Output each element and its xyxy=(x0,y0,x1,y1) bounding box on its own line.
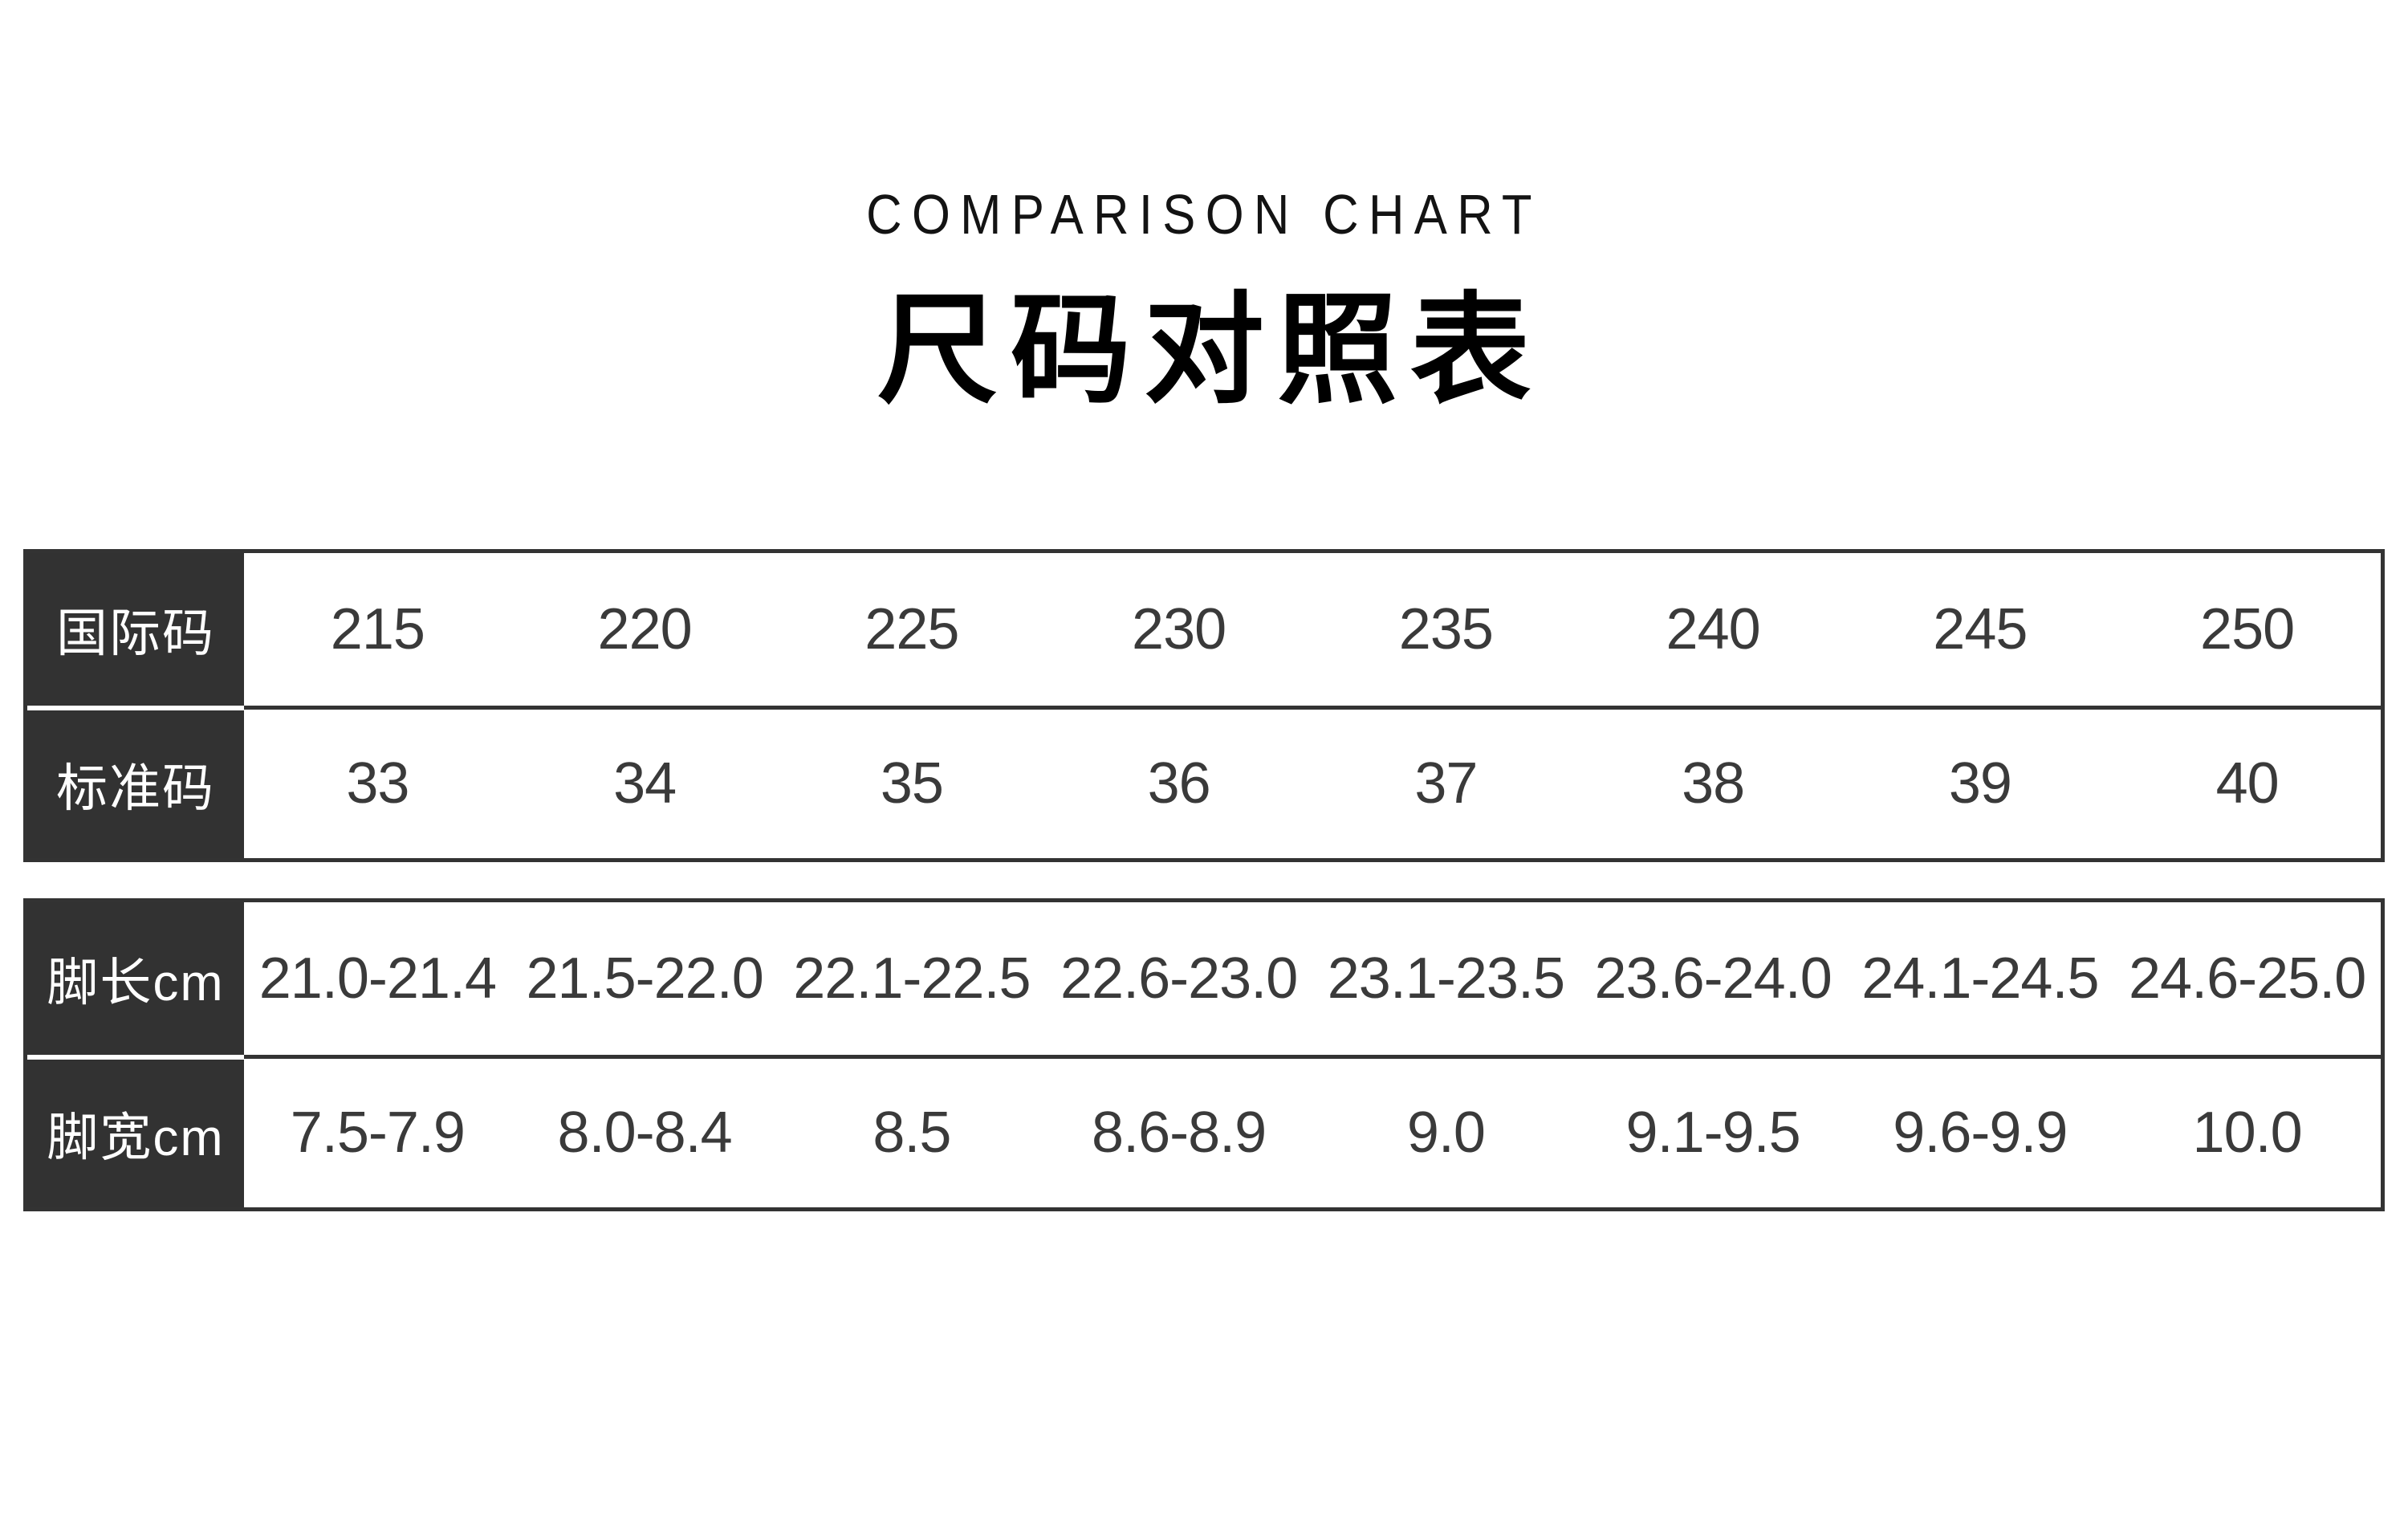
size-chart-page: COMPARISON CHART 尺码对照表 国际码 215 220 225 230 23… xyxy=(0,186,2408,1522)
size-value-cell: 23.1-23.5 xyxy=(1327,946,1565,1011)
size-value-cell: 8.0-8.4 xyxy=(510,1054,779,1207)
size-value-cell: 23.6-24.0 xyxy=(1594,946,1832,1011)
size-value-cell: 38 xyxy=(1579,705,1847,858)
size-value-cell: 40 xyxy=(2113,705,2381,858)
size-value-cell: 8.5 xyxy=(778,1054,1046,1207)
row-header-cell: 国际码 xyxy=(27,552,244,706)
size-value-cell: 22.6-23.0 xyxy=(1060,946,1298,1011)
size-value-cell: 220 xyxy=(597,596,693,661)
size-value-cell: 9.6-9.9 xyxy=(1846,1054,2114,1207)
size-value-cell: 225 xyxy=(864,596,959,661)
size-value-cell: 22.1-22.5 xyxy=(793,946,1031,1011)
size-value-cell: 230 xyxy=(1132,596,1226,661)
size-value-cell: 35 xyxy=(778,705,1046,858)
size-value-cell: 37 xyxy=(1312,705,1580,858)
size-value-cell: 9.1-9.5 xyxy=(1579,1054,1847,1207)
size-value-cell: 10.0 xyxy=(2113,1054,2381,1207)
chart-header: COMPARISON CHART 尺码对照表 xyxy=(0,186,2408,414)
size-value-cell: 7.5-7.9 xyxy=(244,1054,511,1207)
size-value-cell: 245 xyxy=(1933,596,2028,661)
title-english: COMPARISON CHART xyxy=(866,183,1542,246)
size-value-cell: 33 xyxy=(244,705,511,858)
title-chinese: 尺码对照表 xyxy=(877,283,1544,417)
size-value-cell: 240 xyxy=(1666,596,1761,661)
size-value-cell: 8.6-8.9 xyxy=(1045,1054,1312,1207)
size-value-cell: 9.0 xyxy=(1312,1054,1580,1207)
size-value-cell: 250 xyxy=(2200,596,2295,661)
size-value-cell: 36 xyxy=(1045,705,1312,858)
size-value-cell: 24.6-25.0 xyxy=(2129,946,2366,1011)
row-header-cell: 标准码 xyxy=(27,705,244,858)
size-value-cell: 34 xyxy=(510,705,779,858)
row-header-cell: 脚长cm xyxy=(27,901,244,1055)
size-value-cell: 24.1-24.5 xyxy=(1861,946,2099,1011)
size-value-cell: 215 xyxy=(330,596,425,661)
size-value-cell: 235 xyxy=(1398,596,1494,661)
row-header-cell: 脚宽cm xyxy=(27,1054,244,1207)
size-value-cell: 21.5-22.0 xyxy=(526,946,764,1011)
size-value-cell: 39 xyxy=(1846,705,2114,858)
size-code-table: 国际码 215 220 225 230 235 240 245 250 标准码 33 34 35 36 37… xyxy=(23,548,2385,862)
size-value-cell: 21.0-21.4 xyxy=(258,946,497,1011)
foot-measurement-table: 脚长cm 21.0-21.4 21.5-22.0 22.1-22.5 22.6-23.0… xyxy=(23,897,2385,1211)
